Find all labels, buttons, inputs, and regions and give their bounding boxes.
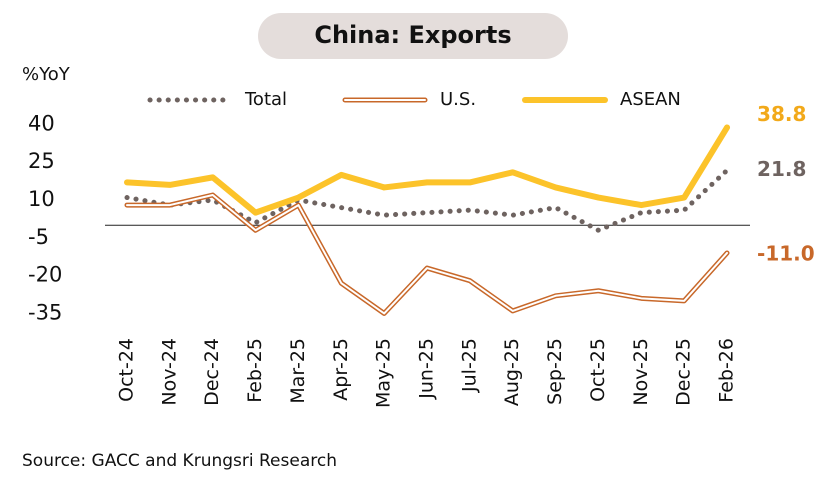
y-tick-label: 10 [28,187,55,211]
x-tick-label: Feb-25 [244,338,266,403]
source-note: Source: GACC and Krungsri Research [22,451,337,471]
x-tick-label: Dec-24 [201,338,223,406]
x-tick-label: Oct-24 [116,338,138,402]
x-tick-label: Jun-25 [416,338,438,400]
y-tick-label: 25 [28,149,55,173]
y-tick-label: -35 [28,300,62,324]
y-axis-label: %YoY [22,64,71,85]
series-line [124,124,731,216]
legend-label: Total [244,89,287,110]
x-tick-label: Apr-25 [330,338,352,401]
title-pill [258,13,568,59]
x-tick-label: Sep-25 [544,338,566,405]
x-tick-label: Oct-25 [587,338,609,402]
value-label: 38.8 [757,102,806,126]
y-tick-label: -5 [28,225,49,249]
y-tick-label: -20 [28,263,62,287]
value-label: -11.0 [757,241,815,265]
series-line [124,192,730,316]
x-tick-label: May-25 [373,338,395,408]
x-tick-label: Nov-24 [158,338,180,406]
chart-title: China: Exports [314,21,511,49]
y-tick-label: 40 [28,111,55,135]
x-tick-label: Jul-25 [458,338,480,393]
value-label: 21.8 [757,157,806,181]
x-tick-label: Mar-25 [287,338,309,404]
x-tick-label: Aug-25 [501,338,523,406]
x-tick-label: Nov-25 [630,338,652,406]
x-tick-label: Feb-26 [716,338,738,403]
legend-label: U.S. [440,89,476,110]
series-line-inner [126,194,729,315]
x-tick-label: Dec-25 [673,338,695,406]
legend-label: ASEAN [620,89,681,110]
